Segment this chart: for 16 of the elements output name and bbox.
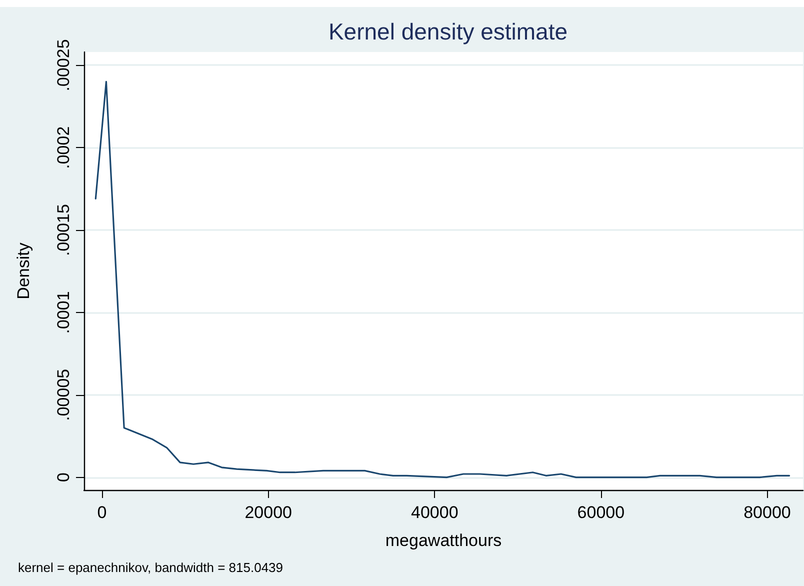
y-tick-label: .0001: [54, 291, 73, 334]
y-tick-label: 0: [54, 472, 73, 482]
y-tick-label: .00025: [54, 39, 73, 92]
y-tick-label: .00005: [54, 368, 73, 421]
line-series: [94, 80, 790, 478]
y-axis-title: Density: [14, 242, 33, 300]
y-tick-label: .0002: [54, 126, 73, 169]
text: kernel = epanechnikov, bandwidth = 815.0439: [18, 560, 284, 575]
x-tick-label: 40000: [411, 503, 458, 522]
x-tick-label: 0: [97, 503, 107, 522]
x-tick-label: 60000: [577, 503, 625, 522]
x-tick-label: 80000: [744, 503, 791, 522]
x-tick-label: 20000: [244, 503, 292, 522]
y-tick-label: .00015: [54, 204, 73, 256]
x-axis-title: megawatthours: [385, 531, 502, 550]
chart-title: Kernel density estimate: [328, 18, 568, 44]
